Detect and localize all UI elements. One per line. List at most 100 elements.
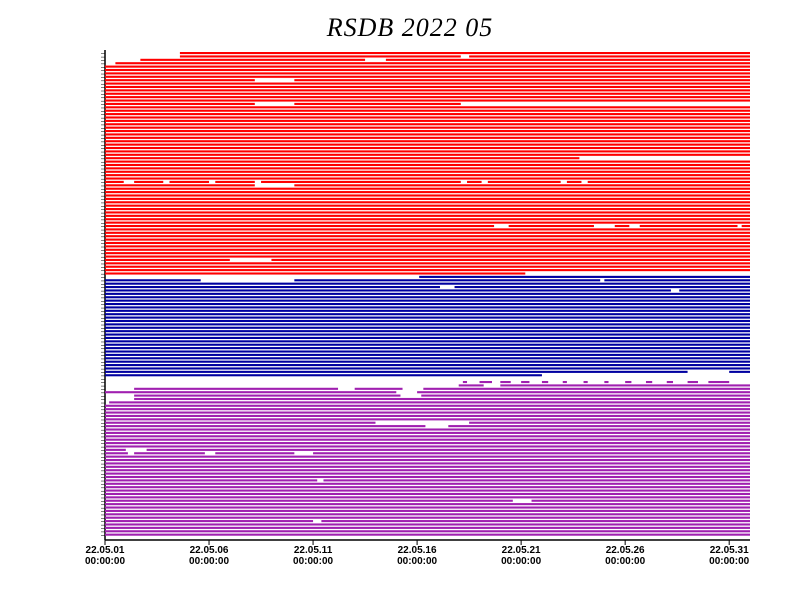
availability-segment: [458, 384, 484, 387]
availability-segment: [105, 306, 750, 309]
availability-segment: [105, 123, 750, 126]
availability-segment: [105, 496, 750, 499]
availability-segment: [105, 187, 750, 190]
availability-segment: [105, 455, 750, 458]
availability-segment: [321, 520, 750, 523]
x-tick-time: 00:00:00: [85, 556, 125, 567]
availability-segment: [105, 526, 750, 529]
availability-segment: [105, 214, 750, 217]
x-tick-label: 22.05.31: [710, 545, 749, 556]
availability-segment: [105, 262, 750, 265]
availability-segment: [105, 180, 124, 183]
availability-segment: [583, 380, 588, 384]
availability-segment: [105, 231, 750, 234]
availability-segment: [105, 513, 750, 516]
x-tick-label: 22.05.11: [294, 545, 333, 556]
availability-segment: [105, 435, 750, 438]
x-tick-time: 00:00:00: [501, 556, 541, 567]
availability-segment: [105, 319, 750, 323]
availability-segment: [105, 462, 750, 465]
availability-segment: [448, 425, 750, 428]
availability-segment: [105, 130, 750, 133]
availability-segment: [562, 380, 567, 384]
x-tick-label: 22.05.06: [190, 545, 229, 556]
availability-segment: [294, 79, 750, 82]
availability-segment: [169, 180, 210, 183]
availability-segment: [105, 458, 750, 462]
availability-segment: [105, 89, 750, 92]
availability-segment: [105, 336, 750, 339]
availability-segment: [105, 448, 126, 451]
availability-segment: [531, 499, 750, 502]
availability-segment: [479, 380, 492, 384]
availability-segment: [134, 387, 339, 390]
availability-segment: [587, 180, 750, 183]
availability-segment: [105, 258, 230, 261]
availability-segment: [454, 286, 750, 289]
availability-segment: [105, 343, 750, 346]
availability-segment: [708, 380, 730, 384]
availability-segment: [566, 180, 582, 183]
availability-segment: [105, 221, 750, 224]
availability-segment: [105, 238, 750, 241]
availability-segment: [105, 99, 750, 102]
availability-segment: [105, 482, 750, 485]
availability-segment: [105, 157, 580, 160]
availability-segment: [105, 296, 750, 299]
availability-segment: [105, 418, 750, 421]
availability-segment: [521, 380, 530, 384]
availability-segment: [105, 272, 526, 275]
availability-segment: [105, 255, 750, 258]
availability-segment: [385, 58, 750, 61]
availability-segment: [105, 333, 750, 336]
availability-segment: [105, 85, 750, 89]
x-tick-time: 00:00:00: [709, 556, 749, 567]
availability-segment: [261, 180, 461, 183]
availability-segment: [105, 367, 750, 370]
availability-segment: [105, 109, 750, 112]
availability-segment: [487, 180, 561, 183]
availability-segment: [105, 113, 750, 116]
availability-segment: [271, 258, 750, 261]
availability-segment: [105, 245, 750, 248]
x-tick-label: 22.05.21: [502, 545, 541, 556]
availability-segment: [105, 347, 750, 350]
availability-segment: [105, 492, 750, 496]
availability-segment: [105, 136, 750, 139]
availability-segment: [105, 452, 128, 455]
availability-segment: [105, 503, 750, 506]
availability-segment: [105, 523, 750, 526]
availability-segment: [134, 180, 164, 183]
availability-segment: [134, 452, 205, 455]
availability-segment: [105, 163, 750, 167]
availability-segment: [105, 119, 750, 122]
availability-segment: [105, 533, 750, 536]
availability-segment: [105, 360, 750, 363]
availability-segment: [500, 384, 750, 387]
availability-segment: [729, 370, 750, 373]
availability-segment: [105, 302, 750, 306]
availability-segment: [105, 191, 750, 194]
availability-segment: [105, 309, 750, 312]
availability-segment: [105, 106, 750, 109]
availability-segment: [105, 326, 750, 329]
availability-segment: [105, 299, 750, 302]
availability-segment: [105, 177, 750, 180]
availability-segment: [105, 353, 750, 356]
availability-segment: [105, 72, 750, 75]
availability-segment: [105, 252, 750, 255]
chart-title: RSDB 2022 05: [326, 13, 494, 42]
availability-segment: [645, 380, 653, 384]
availability-segment: [105, 133, 750, 136]
availability-segment: [215, 180, 255, 183]
availability-segment: [105, 486, 750, 489]
availability-segment: [179, 55, 461, 58]
availability-segment: [105, 438, 750, 441]
availability-segment: [105, 479, 318, 482]
availability-segment: [105, 174, 750, 177]
availability-segment: [639, 224, 738, 228]
availability-segment: [469, 421, 750, 424]
availability-segment: [105, 160, 750, 163]
availability-segment: [423, 387, 750, 390]
